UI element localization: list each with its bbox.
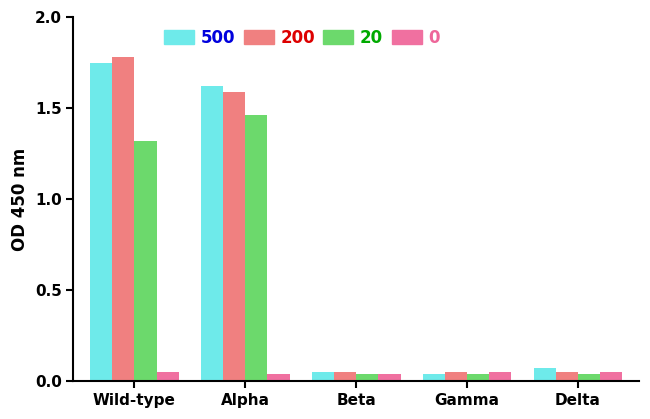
Bar [422, 374, 445, 381]
Bar [223, 92, 245, 381]
Bar [578, 374, 600, 381]
Bar [90, 62, 112, 381]
Bar [556, 372, 578, 381]
Bar [334, 372, 356, 381]
Legend: 500, 200, 20, 0: 500, 200, 20, 0 [161, 26, 443, 50]
Bar [135, 141, 157, 381]
Bar [600, 372, 622, 381]
Bar [445, 372, 467, 381]
Bar [312, 372, 334, 381]
Bar [268, 374, 290, 381]
Bar [467, 374, 489, 381]
Bar [201, 86, 223, 381]
Bar [534, 368, 556, 381]
Bar [157, 372, 179, 381]
Bar [356, 374, 378, 381]
Bar [245, 115, 268, 381]
Y-axis label: OD 450 nm: OD 450 nm [11, 147, 29, 251]
Bar [489, 372, 512, 381]
Bar [112, 57, 135, 381]
Bar [378, 374, 400, 381]
